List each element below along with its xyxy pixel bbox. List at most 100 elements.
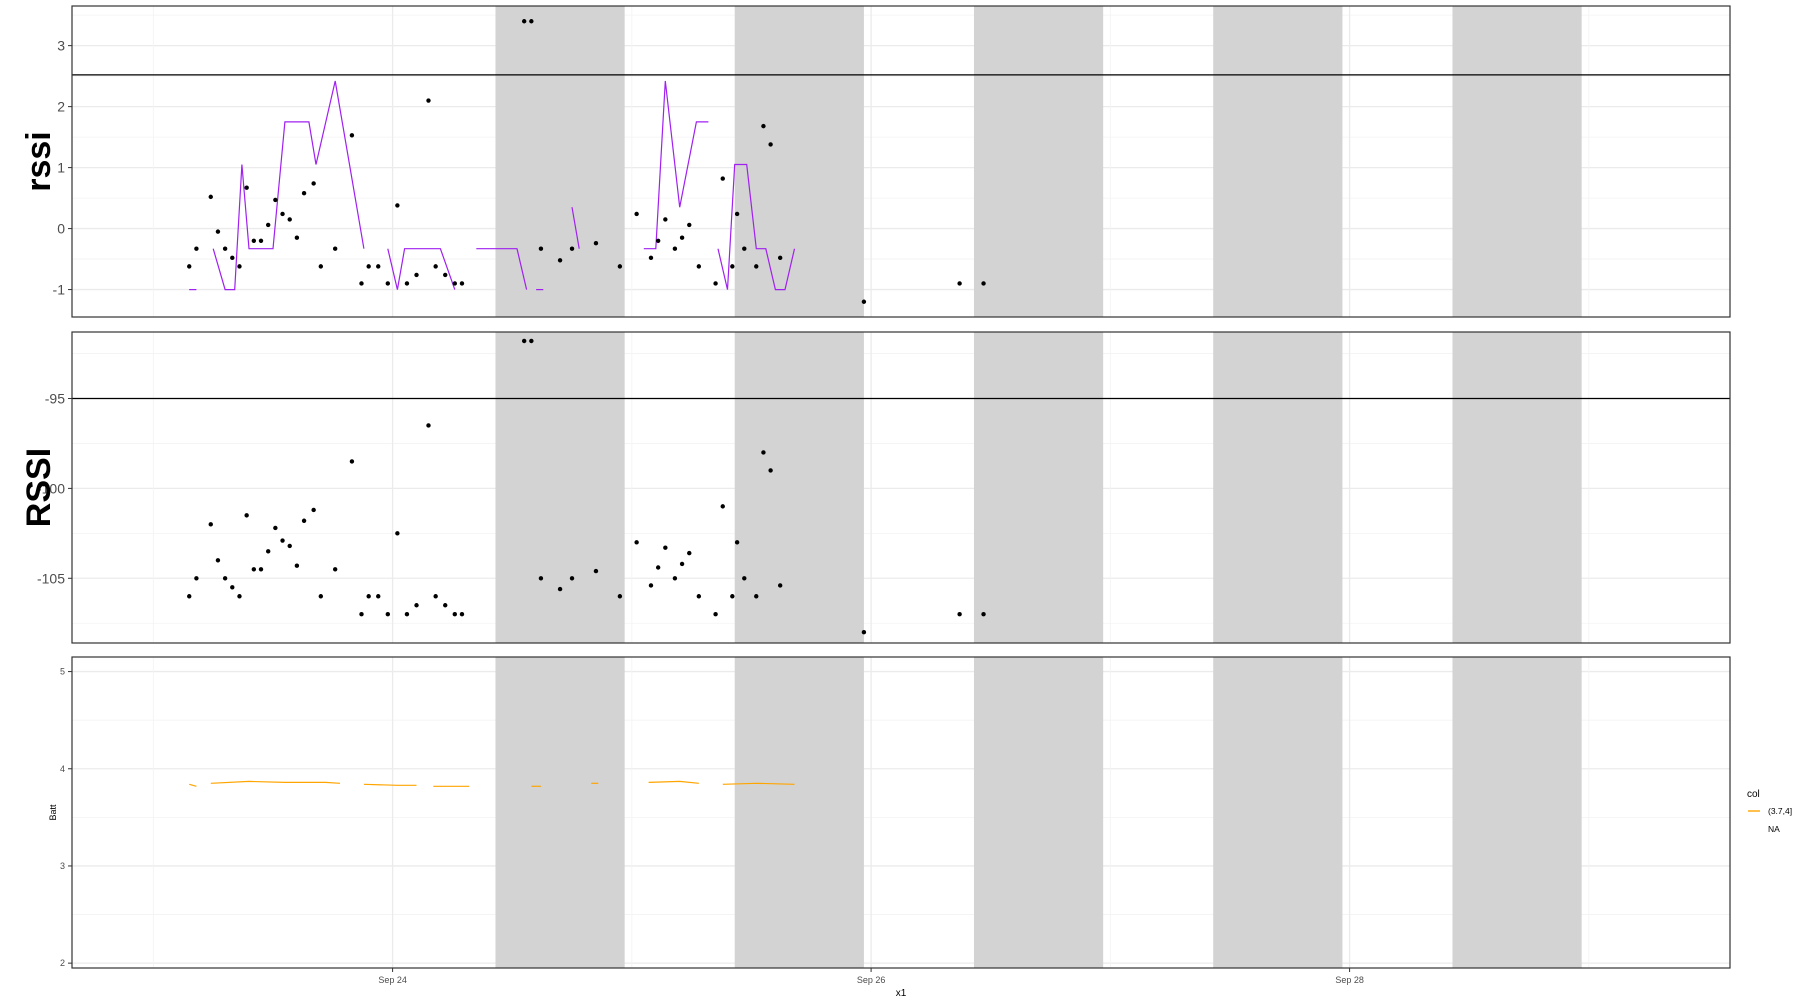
data-point <box>655 238 661 243</box>
data-point <box>215 558 221 563</box>
shaded-band <box>495 657 625 968</box>
data-point <box>734 211 740 217</box>
y-axis-title: RSSI <box>20 448 58 527</box>
data-point <box>459 612 465 617</box>
y-tick-label: 3 <box>57 38 65 54</box>
legend: col (3.7,4] NA <box>1747 789 1792 834</box>
y-tick-label: -100 <box>37 480 65 496</box>
y-tick-label: 0 <box>57 221 65 237</box>
data-point <box>521 19 527 24</box>
y-tick-label: 2 <box>57 99 65 115</box>
series-line-segment <box>476 248 528 290</box>
data-point <box>981 281 986 286</box>
data-point <box>687 550 692 556</box>
data-point <box>301 191 307 196</box>
series-line-segment <box>387 248 456 290</box>
batt-line-segment <box>363 783 417 786</box>
data-point <box>376 264 381 269</box>
data-point <box>426 423 431 428</box>
data-point <box>663 545 668 550</box>
legend-title: col <box>1747 789 1760 800</box>
data-point <box>280 211 285 217</box>
series-line-segment <box>717 163 796 291</box>
data-point <box>730 264 735 269</box>
data-point <box>648 583 654 588</box>
data-point <box>761 123 766 129</box>
shaded-band <box>734 6 864 317</box>
data-point <box>593 568 599 574</box>
shaded-band <box>973 657 1104 968</box>
data-point <box>593 241 599 246</box>
data-point <box>349 133 355 138</box>
data-point <box>414 603 419 608</box>
data-point <box>557 586 563 592</box>
series-line-segment <box>643 80 709 250</box>
shaded-band <box>973 332 1104 643</box>
data-point <box>230 255 235 261</box>
batt-line-segment <box>210 780 341 784</box>
data-point <box>237 264 242 269</box>
data-point <box>443 603 448 608</box>
data-point <box>761 450 766 455</box>
x-tick-label: Sep 24 <box>378 975 407 985</box>
data-point <box>359 612 364 617</box>
batt-line-segment <box>722 782 795 785</box>
data-point <box>280 538 285 543</box>
data-point <box>194 246 199 251</box>
y-tick-label: 5 <box>60 667 65 677</box>
data-point <box>742 246 747 251</box>
y-tick-label: -105 <box>37 570 65 586</box>
y-tick-label: 4 <box>60 764 65 774</box>
data-point <box>452 612 457 617</box>
data-point <box>655 565 661 570</box>
data-point <box>433 594 438 599</box>
data-point <box>301 518 307 523</box>
data-point <box>730 594 735 599</box>
data-point <box>569 576 575 581</box>
data-point <box>529 338 534 344</box>
data-point <box>366 264 371 269</box>
data-point <box>287 217 292 222</box>
data-point <box>720 176 725 181</box>
data-point <box>957 281 962 286</box>
data-point <box>318 264 324 269</box>
panel-2: -105 -100 -95 RSSI <box>20 331 1731 644</box>
data-point <box>557 258 563 263</box>
panel-3: 2 3 4 5 Batt <box>48 656 1731 969</box>
batt-line-segment <box>648 780 699 784</box>
data-point <box>395 531 400 536</box>
data-point <box>332 567 338 572</box>
data-point <box>538 576 544 581</box>
data-point <box>861 630 867 635</box>
data-point <box>713 612 718 617</box>
shaded-band <box>734 332 864 643</box>
data-point <box>981 612 986 617</box>
data-point <box>265 222 271 228</box>
data-point <box>244 513 249 518</box>
data-point <box>768 468 773 473</box>
data-point <box>696 594 702 599</box>
data-point <box>663 217 668 222</box>
data-point <box>521 338 527 344</box>
y-tick-label: 1 <box>57 160 65 176</box>
shaded-band <box>1213 332 1343 643</box>
data-point <box>318 594 324 599</box>
data-point <box>311 181 316 186</box>
data-point <box>222 576 228 581</box>
data-point <box>617 594 623 599</box>
data-point <box>426 98 431 103</box>
shaded-band <box>1213 657 1343 968</box>
y-axis-title: Batt <box>48 804 58 821</box>
shaded-band <box>495 332 625 643</box>
data-point <box>311 507 316 513</box>
shaded-band <box>1452 332 1582 643</box>
data-point <box>734 540 740 545</box>
data-point <box>617 264 623 269</box>
data-point <box>777 583 783 588</box>
legend-label: (3.7,4] <box>1768 806 1792 816</box>
data-point <box>452 281 457 286</box>
shaded-band <box>1213 6 1343 317</box>
data-point <box>768 142 773 147</box>
data-point <box>672 246 678 251</box>
